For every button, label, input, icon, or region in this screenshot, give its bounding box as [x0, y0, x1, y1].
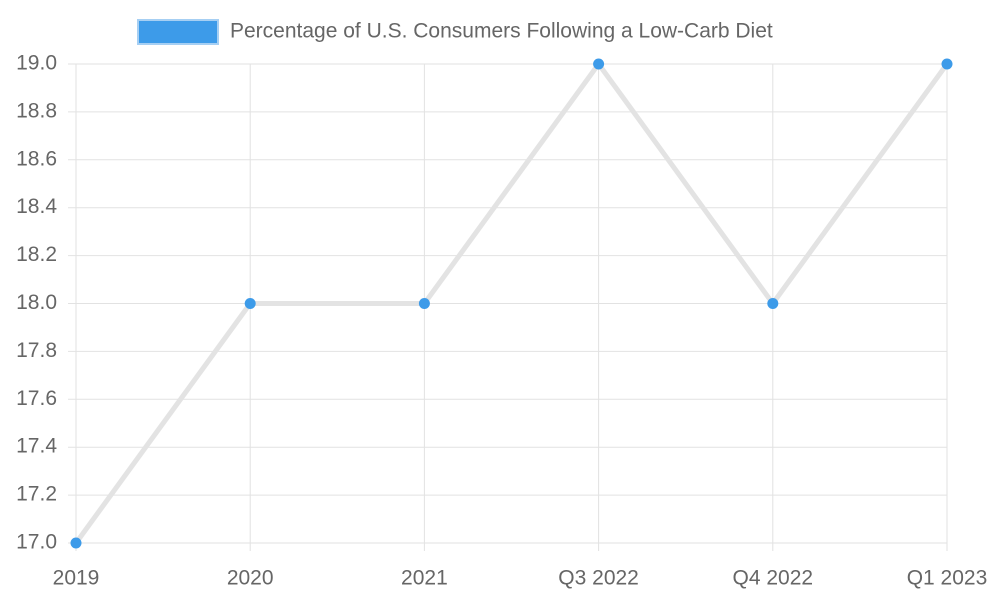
y-tick-label: 17.4: [16, 435, 57, 458]
point: [593, 58, 605, 70]
point: [941, 58, 953, 70]
y-tick-label: 18.8: [16, 99, 57, 122]
y-tick-label: 17.2: [16, 483, 57, 506]
y-tick-label: 18.4: [16, 195, 57, 218]
y-tick-label: 18.6: [16, 147, 57, 170]
x-tick-label: 2020: [227, 567, 274, 590]
y-tick-label: 17.8: [16, 339, 57, 362]
y-tick-label: 17.0: [16, 531, 57, 554]
line: [73, 61, 950, 545]
x-tick-label: Q3 2022: [558, 567, 639, 590]
y-tick-label: 18.0: [16, 291, 57, 314]
y-tick-label: 19.0: [16, 52, 57, 75]
y-tick-label: 17.6: [16, 387, 57, 410]
x-tick-label: 2019: [53, 567, 100, 590]
point: [418, 298, 430, 309]
legend-swatch: [137, 19, 219, 45]
point: [70, 537, 82, 549]
point: [244, 298, 256, 309]
legend-label: Percentage of U.S. Consumers Following a…: [230, 20, 773, 43]
x-tick-label: Q4 2022: [733, 567, 814, 590]
x-tick-label: 2021: [401, 567, 448, 590]
point: [767, 298, 779, 309]
y-tick-label: 18.2: [16, 243, 57, 266]
x-tick-label: Q1 2023: [907, 567, 988, 590]
